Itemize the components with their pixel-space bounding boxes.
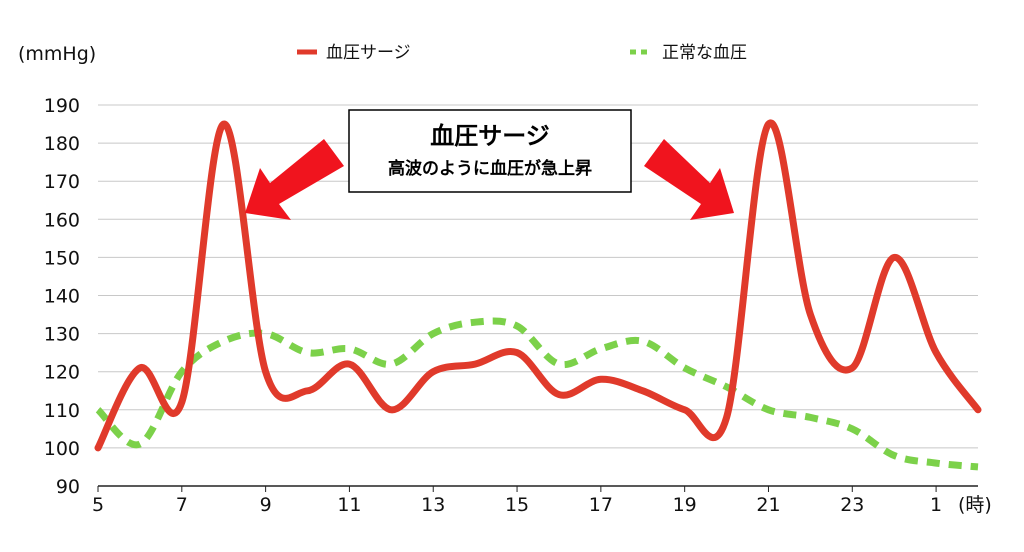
y-tick-label: 190 <box>44 95 80 117</box>
series-line-normal-blood-pressure <box>95 317 979 471</box>
y-tick-label: 130 <box>44 324 80 346</box>
callout-subtitle: 高波のように血圧が急上昇 <box>388 158 592 179</box>
y-tick-label: 90 <box>56 476 80 498</box>
left-arrow-icon <box>245 139 344 220</box>
x-tick-label: 23 <box>840 494 864 516</box>
x-tick-label: 11 <box>337 494 361 516</box>
legend-label-blood-pressure-surge: 血圧サージ <box>326 43 411 63</box>
y-tick-label: 140 <box>44 286 80 308</box>
y-tick-label: 110 <box>44 400 80 422</box>
x-axis-tick-labels: 5 7 9 11 13 15 17 19 21 23 1 <box>92 494 942 516</box>
x-tick-label: 15 <box>505 494 529 516</box>
y-tick-label: 120 <box>44 362 80 384</box>
series-line-blood-pressure-surge <box>94 119 982 452</box>
x-unit-label: (時) <box>958 494 992 516</box>
x-tick-label: 7 <box>176 494 188 516</box>
x-tick-label: 9 <box>260 494 272 516</box>
y-axis-tick-labels: 90 100 110 120 130 140 150 160 170 180 190 <box>44 95 80 498</box>
x-tick-label: 17 <box>589 494 613 516</box>
y-tick-label: 160 <box>44 209 80 231</box>
x-tick-label: 19 <box>673 494 697 516</box>
x-tick-label: 21 <box>756 494 780 516</box>
x-tick-label: 5 <box>92 494 104 516</box>
right-arrow-icon <box>644 139 734 220</box>
callout-box: 血圧サージ 高波のように血圧が急上昇 <box>348 109 632 193</box>
legend: 血圧サージ 正常な血圧 <box>297 43 747 63</box>
series-layer <box>94 119 982 471</box>
y-tick-label: 150 <box>44 247 80 269</box>
x-tick-label: 13 <box>421 494 445 516</box>
legend-label-normal-blood-pressure: 正常な血圧 <box>662 43 747 63</box>
y-tick-label: 170 <box>44 171 80 193</box>
callout-title: 血圧サージ <box>430 122 550 150</box>
x-tick-label: 1 <box>930 494 942 516</box>
y-tick-label: 180 <box>44 133 80 155</box>
y-tick-label: 100 <box>44 438 80 460</box>
y-unit-label: (mmHg) <box>18 43 96 65</box>
